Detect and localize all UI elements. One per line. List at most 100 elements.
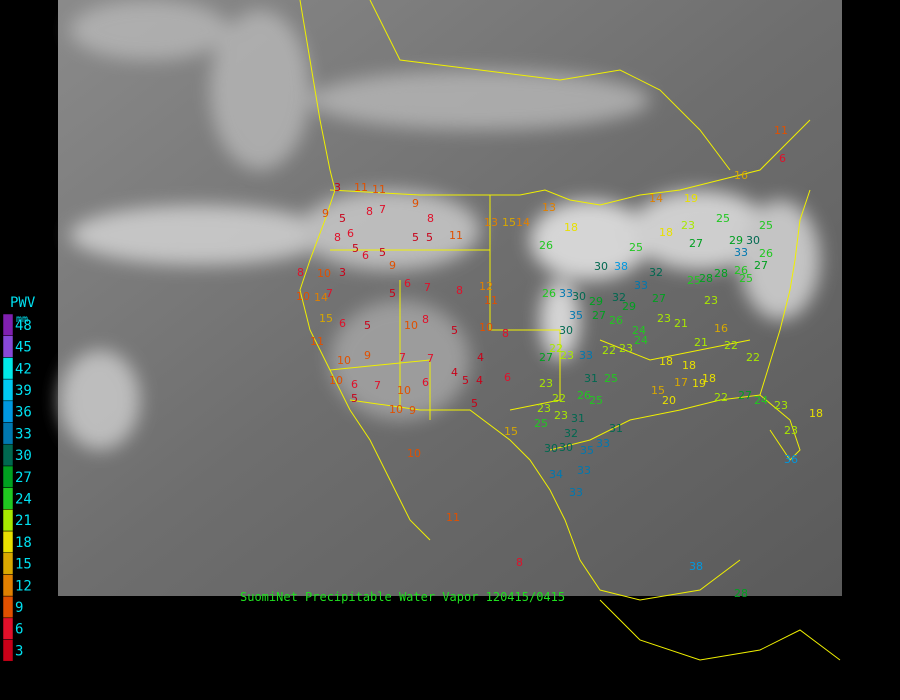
station-value: 8 [456, 284, 463, 297]
station-value: 8 [427, 212, 434, 225]
legend-label: 33 [15, 426, 32, 442]
station-value: 16 [714, 322, 728, 335]
station-value: 18 [659, 226, 673, 239]
station-value: 15 [651, 384, 665, 397]
station-value: 8 [422, 313, 429, 326]
legend-swatch [2, 443, 14, 467]
legend-label: 36 [15, 405, 32, 421]
station-value: 25 [716, 212, 730, 225]
station-value: 5 [351, 392, 358, 405]
station-value: 14 [516, 216, 530, 229]
legend-swatch [2, 487, 14, 510]
legend-swatch [2, 552, 14, 575]
station-value: 14 [649, 192, 663, 205]
station-value: 3 [334, 181, 341, 194]
station-value: 30 [572, 290, 586, 303]
station-value: 8 [366, 205, 373, 218]
station-value: 33 [579, 349, 593, 362]
station-value: 15 [504, 425, 518, 438]
station-value: 33 [559, 287, 573, 300]
station-value: 9 [364, 349, 371, 362]
station-value: 23 [554, 409, 568, 422]
legend-title: PWV [10, 295, 36, 311]
station-value: 5 [364, 319, 371, 332]
station-value: 38 [689, 560, 703, 573]
legend-swatch [2, 422, 14, 445]
station-value: 7 [374, 379, 381, 392]
station-value: 26 [542, 287, 556, 300]
legend-swatch [2, 530, 14, 553]
station-value: 28 [714, 267, 728, 280]
legend-label: 45 [15, 340, 32, 356]
legend-swatch [2, 313, 14, 336]
station-value: 13 [484, 216, 498, 229]
station-value: 5 [426, 231, 433, 244]
station-value: 33 [569, 486, 583, 499]
station-value: 33 [634, 279, 648, 292]
station-value: 34 [549, 468, 563, 481]
station-value: 6 [362, 249, 369, 262]
station-value: 27 [652, 292, 666, 305]
legend-label: 48 [15, 318, 32, 334]
station-value: 29 [622, 300, 636, 313]
station-value: 31 [609, 422, 623, 435]
station-value: 30 [559, 441, 573, 454]
station-value: 10 [317, 267, 331, 280]
station-value: 9 [322, 207, 329, 220]
station-value: 32 [612, 291, 626, 304]
station-value: 27 [539, 351, 553, 364]
station-value: 18 [564, 221, 578, 234]
station-value: 8 [516, 556, 523, 569]
station-value: 15 [319, 312, 333, 325]
legend-label: 6 [15, 622, 23, 638]
station-value: 6 [404, 277, 411, 290]
legend-swatch [2, 465, 14, 488]
station-value: 23 [537, 402, 551, 415]
station-value: 35 [569, 309, 583, 322]
station-value: 27 [754, 259, 768, 272]
station-value: 25 [739, 272, 753, 285]
outlines [299, 0, 841, 661]
station-value: 26 [734, 264, 748, 277]
station-value: 23 [657, 312, 671, 325]
station-value: 6 [779, 152, 786, 165]
station-value: 4 [451, 366, 458, 379]
legend-unit: mm [16, 314, 28, 325]
station-value: 19 [692, 377, 706, 390]
station-value: 23 [774, 399, 788, 412]
station-value: 7 [427, 352, 434, 365]
station-value: 7 [326, 287, 333, 300]
legend-label: 15 [15, 557, 32, 573]
station-value: 10 [337, 354, 351, 367]
station-value: 10 [296, 290, 310, 303]
station-value: 27 [738, 389, 752, 402]
station-value: 5 [379, 246, 386, 259]
legend-label: 18 [15, 535, 32, 551]
station-value: 27 [592, 309, 606, 322]
station-value: 24 [754, 394, 768, 407]
station-value: 11 [774, 124, 788, 137]
station-value: 5 [412, 231, 419, 244]
caption: SuomiNet Precipitable Water Vapor 120415… [240, 590, 565, 604]
legend-swatch [2, 509, 14, 532]
station-value: 6 [339, 317, 346, 330]
station-value: 5 [471, 397, 478, 410]
station-value: 3 [339, 266, 346, 279]
station-value: 10 [389, 403, 403, 416]
station-value: 21 [674, 317, 688, 330]
station-value: 26 [539, 239, 553, 252]
station-value: 25 [534, 417, 548, 430]
station-value: 22 [746, 351, 760, 364]
station-value: 22 [724, 339, 738, 352]
station-value: 5 [339, 212, 346, 225]
station-value: 25 [629, 241, 643, 254]
station-value: 30 [544, 442, 558, 455]
legend-label: 21 [15, 513, 32, 529]
legend-label: 39 [15, 383, 32, 399]
station-value: 6 [351, 378, 358, 391]
station-value: 18 [659, 355, 673, 368]
station-value: 33 [596, 437, 610, 450]
legend-swatch [2, 639, 14, 662]
